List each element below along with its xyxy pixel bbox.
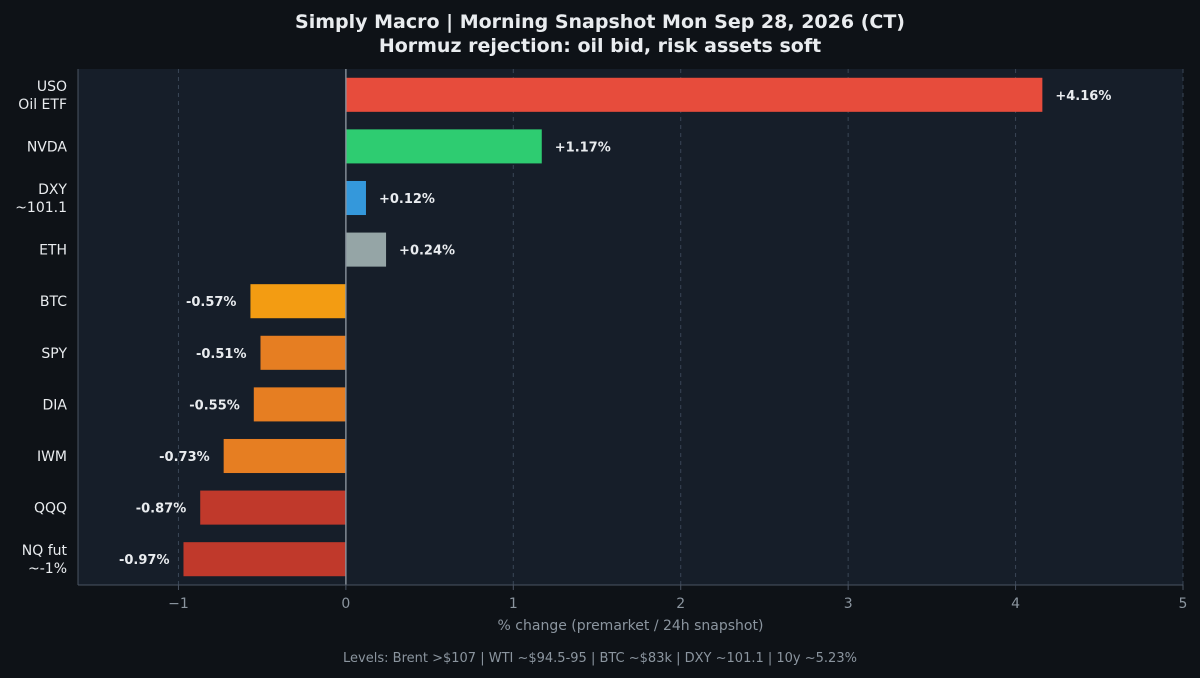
- x-tick-label: 0: [341, 596, 350, 612]
- bar: [345, 232, 387, 267]
- bar: [260, 335, 346, 370]
- bar: [223, 438, 346, 474]
- data-label: -0.97%: [119, 553, 170, 568]
- category-label: DIA: [43, 397, 68, 413]
- bar: [183, 542, 346, 577]
- data-label: -0.57%: [186, 295, 237, 310]
- bars: [183, 77, 1043, 577]
- bar: [200, 490, 346, 525]
- category-label: NQ fut ~-1%: [22, 543, 68, 577]
- category-label: ETH: [39, 243, 67, 259]
- category-label: QQQ: [34, 501, 67, 517]
- data-label: -0.55%: [189, 398, 240, 413]
- data-label: -0.51%: [196, 347, 247, 362]
- data-label: +0.12%: [379, 192, 435, 207]
- x-tick-label: 4: [1011, 596, 1020, 612]
- data-label: -0.87%: [136, 502, 187, 517]
- data-label: +0.24%: [399, 244, 455, 259]
- category-label: USO Oil ETF: [18, 79, 67, 113]
- x-tick-label: 3: [844, 596, 853, 612]
- bar: [345, 77, 1043, 112]
- grid: [177, 69, 1184, 585]
- labels: +4.16% USO Oil ETF +1.17% NVDA +0.12% DXY ~101.…: [15, 79, 1187, 634]
- data-label: +4.16%: [1055, 89, 1111, 104]
- chart-subtitle: Hormuz rejection: oil bid, risk assets s…: [378, 35, 822, 57]
- x-axis-label: % change (premarket / 24h snapshot): [498, 618, 764, 634]
- bar: [345, 129, 542, 164]
- category-label: IWM: [37, 449, 67, 465]
- levels-footer: Levels: Brent >$107 | WTI ~$94.5-95 | BT…: [343, 651, 857, 666]
- chart-title: Simply Macro | Morning Snapshot Mon Sep …: [295, 11, 905, 33]
- data-label: -0.73%: [159, 450, 210, 465]
- x-tick-label: −1: [168, 596, 189, 612]
- category-label: DXY ~101.1: [15, 182, 67, 216]
- x-tick-label: 2: [676, 596, 685, 612]
- category-label: BTC: [40, 294, 67, 310]
- bar: [253, 387, 346, 422]
- category-label: SPY: [41, 346, 67, 362]
- axes: [77, 69, 1184, 590]
- x-tick-label: 5: [1179, 596, 1188, 612]
- data-label: +1.17%: [555, 140, 611, 155]
- bar: [250, 284, 346, 319]
- x-tick-label: 1: [509, 596, 518, 612]
- bar: [345, 180, 366, 216]
- category-label: NVDA: [27, 139, 68, 155]
